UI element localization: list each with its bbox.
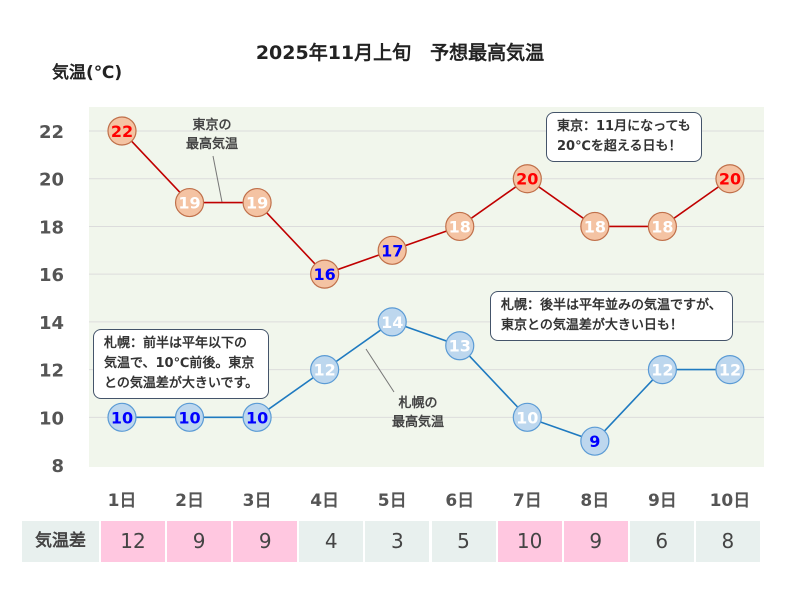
series-label-sapporo: 札幌の 最高気温 [391, 396, 444, 430]
data-label: 18 [449, 217, 471, 236]
x-tick-label: 2日 [175, 491, 204, 511]
temp-diff-cell: 4 [299, 521, 364, 562]
annotation-sapporo-first-half: 札幌：前半は平年以下の 気温で、10℃前後。東京 との気温差が大きいです。 [93, 329, 270, 399]
data-label: 10 [178, 408, 200, 427]
temp-diff-cell: 9 [233, 521, 298, 562]
series-label-tokyo: 東京の 最高気温 [185, 118, 238, 152]
data-label: 22 [111, 122, 133, 141]
data-label: 10 [111, 408, 133, 427]
temp-diff-cell: 8 [695, 521, 760, 562]
data-label: 20 [719, 170, 741, 189]
y-tick-label: 22 [39, 122, 64, 143]
data-label: 12 [651, 361, 673, 380]
data-label: 20 [516, 170, 538, 189]
data-point [580, 426, 610, 456]
data-label: 12 [719, 361, 741, 380]
temp-diff-cell: 9 [563, 521, 628, 562]
series-line [122, 320, 730, 443]
data-point [512, 402, 542, 432]
temp-diff-cell: 9 [167, 521, 232, 562]
y-tick-label: 20 [39, 170, 64, 191]
data-label: 10 [246, 408, 268, 427]
data-label: 16 [314, 265, 336, 284]
data-point [310, 355, 340, 385]
plot-background [89, 107, 764, 467]
data-point [310, 259, 340, 289]
data-point [512, 164, 542, 194]
data-point [242, 187, 272, 218]
temp-diff-cell: 12 [101, 521, 165, 562]
data-point [715, 164, 745, 194]
y-tick-label: 14 [39, 313, 64, 334]
data-point [107, 402, 137, 432]
data-label: 10 [516, 408, 538, 427]
data-point [647, 355, 678, 385]
data-point [445, 211, 475, 242]
y-tick-label: 16 [39, 265, 64, 286]
data-point [174, 402, 205, 432]
x-tick-label: 10日 [709, 491, 751, 511]
annotation-sapporo-second-half: 札幌：後半は平年並みの気温ですが、 東京との気温差が大きい日も！ [490, 291, 733, 341]
leader-line-tokyo [212, 155, 223, 203]
data-label: 14 [381, 313, 403, 332]
data-point [377, 307, 407, 337]
data-label: 13 [449, 337, 471, 356]
x-tick-label: 3日 [242, 491, 272, 511]
data-point [242, 402, 272, 432]
chart-title: 2025年11月上旬 予想最高気温 [255, 42, 545, 64]
x-tick-label: 5日 [377, 491, 407, 511]
data-label: 19 [246, 194, 268, 213]
y-tick-label: 8 [51, 456, 64, 477]
y-tick-label: 10 [39, 408, 64, 429]
x-tick-label: 9日 [647, 491, 677, 511]
data-label: 18 [584, 217, 606, 236]
data-label: 18 [651, 217, 673, 236]
data-label: 9 [589, 432, 600, 451]
leader-line-sapporo [365, 348, 395, 393]
data-label: 17 [381, 241, 403, 260]
data-point [107, 116, 137, 146]
y-tick-label: 18 [39, 217, 64, 238]
data-label: 12 [314, 361, 336, 380]
temp-diff-cell: 3 [365, 521, 430, 562]
x-tick-label: 6日 [445, 491, 475, 511]
data-point [647, 211, 678, 242]
y-axis-label: 気温(℃) [52, 63, 123, 83]
temp-diff-cell: 10 [497, 521, 562, 562]
table-row-label: 気温差 [22, 521, 99, 562]
y-tick-label: 12 [39, 361, 64, 382]
x-tick-label: 4日 [310, 491, 340, 511]
data-point [377, 235, 407, 265]
data-point [580, 211, 610, 242]
data-label: 19 [178, 194, 200, 213]
series-line [121, 130, 731, 276]
data-point [715, 355, 745, 385]
temp-diff-cell: 6 [629, 521, 694, 562]
temp-diff-cell: 5 [431, 521, 496, 562]
x-tick-label: 7日 [512, 491, 542, 511]
x-tick-label: 1日 [107, 491, 137, 511]
data-point [445, 331, 475, 361]
data-point [174, 187, 205, 218]
annotation-tokyo: 東京：11月になっても 20℃を超える日も！ [546, 112, 702, 162]
x-tick-label: 8日 [580, 491, 610, 511]
